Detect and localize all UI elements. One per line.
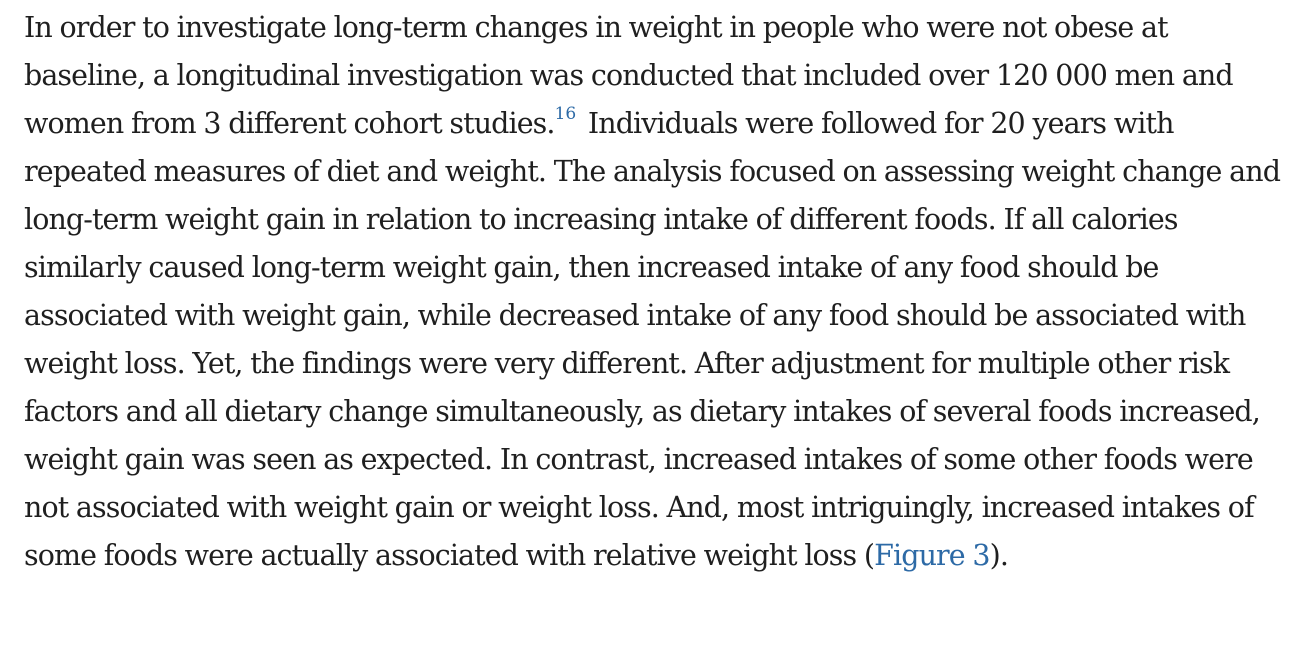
reference-16-link[interactable]: 16 [554, 104, 577, 124]
figure-3-link[interactable]: Figure 3 [874, 539, 990, 572]
paragraph-text-end: ). [989, 539, 1009, 572]
paragraph-text-part-1: In order to investigate long-term change… [24, 11, 1234, 140]
body-paragraph: In order to investigate long-term change… [24, 4, 1286, 580]
article-body: In order to investigate long-term change… [24, 4, 1286, 580]
paragraph-text-part-2: Individuals were followed for 20 years w… [24, 107, 1281, 572]
